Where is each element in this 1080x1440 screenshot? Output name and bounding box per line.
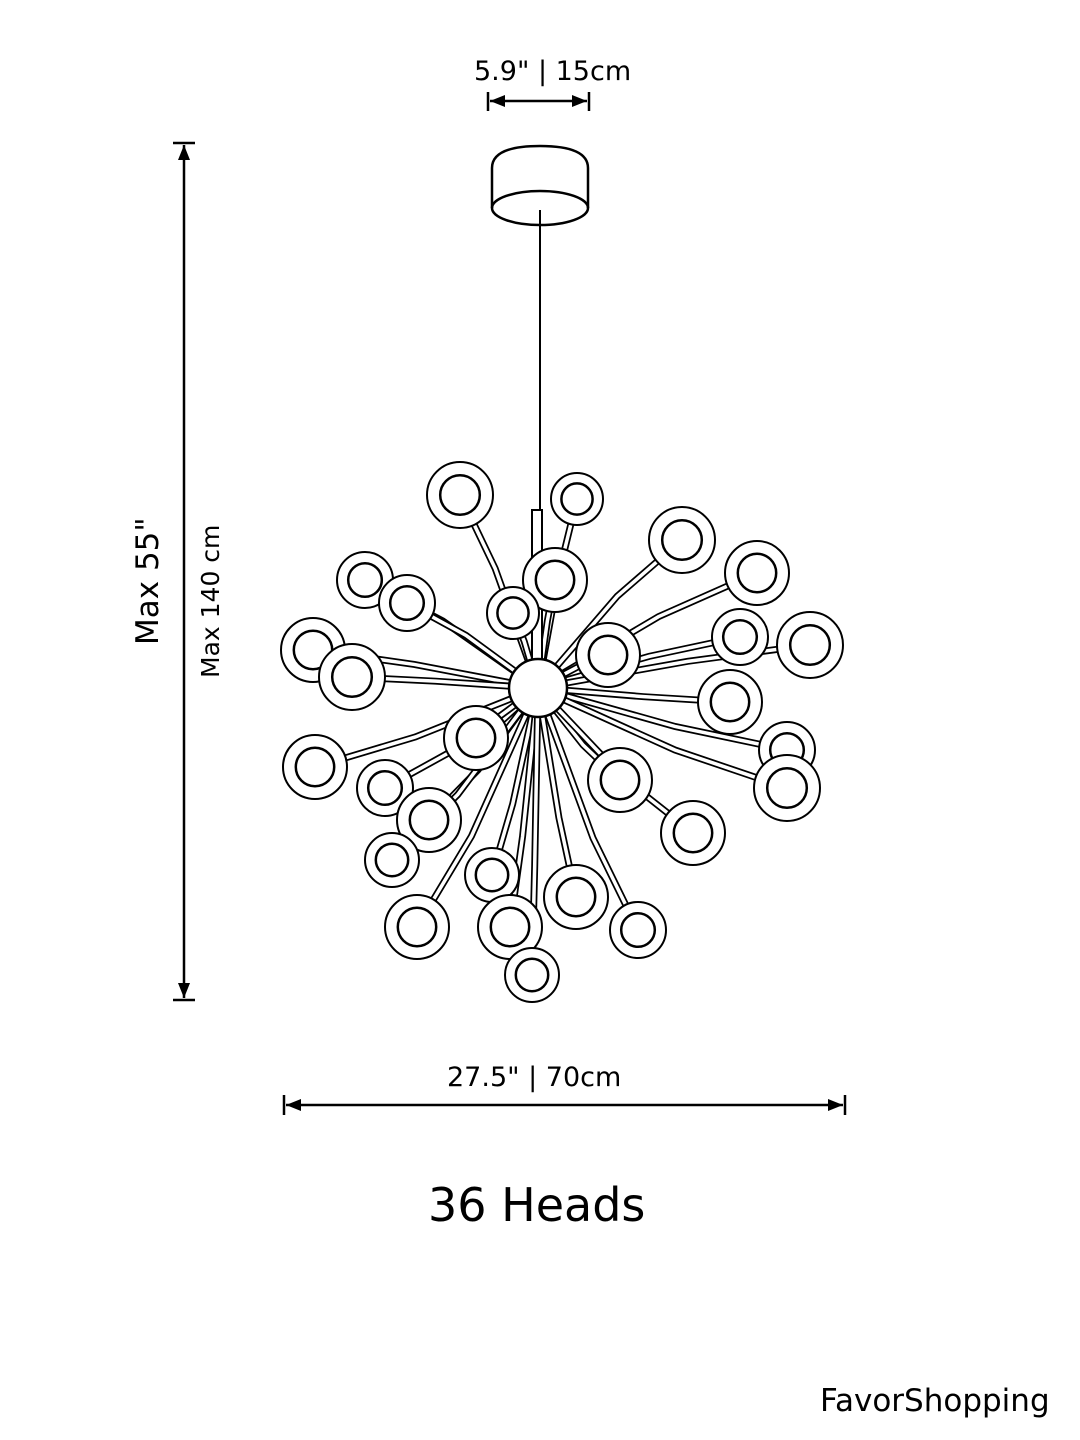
center-hub [507,657,569,719]
width-dimension-line [282,1095,847,1115]
canopy-dimension-label: 5.9" | 15cm [474,56,632,87]
light-head [378,574,436,632]
light-head [711,608,769,666]
canopy-dimension-line [486,92,591,111]
heads-count-title: 36 Heads [428,1178,646,1232]
light-head [550,472,604,526]
light-head [575,622,641,688]
light-head [648,506,716,574]
branch-arm-inner [537,635,741,690]
height-dimension-line [173,141,195,1002]
height-cm-label: Max 140 cm [196,524,225,678]
light-head [697,669,763,735]
light-head [724,540,790,606]
light-head [522,547,588,613]
branch-arm-inner [314,686,539,769]
light-head [336,551,394,609]
light-heads [280,461,844,1003]
light-head [776,611,844,679]
width-dimension-label: 27.5" | 70cm [447,1062,622,1093]
branch-arm-inner [537,686,788,752]
brand-label: FavorShopping [820,1383,1050,1419]
light-head [318,643,386,711]
light-head [364,832,420,888]
light-head [396,787,462,853]
branch-arm-inner [415,687,540,928]
light-head [443,705,509,771]
light-head [587,747,653,813]
branch-arm-inner [536,687,640,931]
height-inches-label: Max 55" [130,517,166,645]
light-head [464,847,520,903]
light-head [753,754,821,822]
light-head [477,894,543,960]
branch-arm-inner [537,686,788,790]
light-head [504,947,560,1003]
light-head [426,461,494,529]
light-head [486,586,540,640]
light-head [609,901,667,959]
light-head [384,894,450,960]
light-head [543,864,609,930]
light-head [356,759,414,817]
light-head [282,734,348,800]
light-head [660,800,726,866]
